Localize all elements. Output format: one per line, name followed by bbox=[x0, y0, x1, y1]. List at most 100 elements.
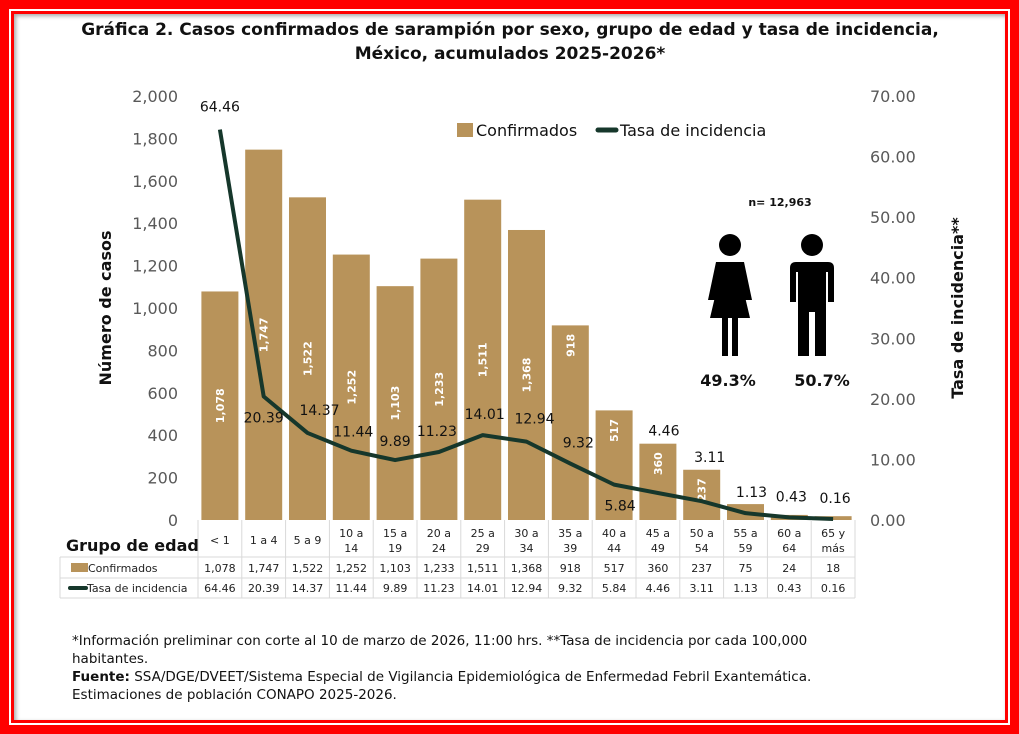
legend-label-tasa: Tasa de incidencia bbox=[619, 121, 766, 140]
source-label: Fuente: bbox=[72, 669, 130, 685]
line-data-label: 20.39 bbox=[244, 410, 284, 426]
y2-tick-label: 70.00 bbox=[870, 87, 916, 106]
bar-data-label: 360 bbox=[652, 452, 665, 475]
table-legend-swatch-confirmados bbox=[71, 563, 88, 572]
category-label: 59 bbox=[739, 542, 753, 555]
bar-data-label: 1,747 bbox=[258, 317, 271, 352]
category-label: 50 a bbox=[690, 527, 714, 540]
sample-size: n= 12,963 bbox=[748, 196, 811, 209]
y2-tick-label: 60.00 bbox=[870, 148, 916, 167]
category-label: 14 bbox=[344, 542, 358, 555]
table-cell-tasa: 64.46 bbox=[204, 582, 236, 595]
category-label: 55 a bbox=[733, 527, 757, 540]
bar bbox=[420, 258, 458, 520]
line-data-label: 9.89 bbox=[380, 434, 411, 450]
category-label: 60 a bbox=[777, 527, 801, 540]
line-data-label: 3.11 bbox=[694, 450, 725, 466]
female-person-icon bbox=[719, 234, 741, 256]
y2-tick-label: 0.00 bbox=[870, 511, 906, 530]
table-cell-confirmados: 1,747 bbox=[248, 562, 280, 575]
bar-data-label: 918 bbox=[564, 334, 577, 357]
line-data-label: 11.23 bbox=[417, 424, 457, 440]
table-cell-confirmados: 24 bbox=[782, 562, 796, 575]
category-label: 65 y bbox=[821, 527, 845, 540]
category-label: 35 a bbox=[558, 527, 582, 540]
bar-data-label: 1,511 bbox=[477, 342, 490, 377]
bar bbox=[245, 149, 283, 521]
category-label: < 1 bbox=[210, 534, 230, 547]
y-tick-label: 0 bbox=[168, 511, 178, 530]
category-label: 45 a bbox=[646, 527, 670, 540]
bar bbox=[508, 229, 545, 520]
y-tick-label: 1,600 bbox=[132, 172, 178, 191]
x-axis-label: Grupo de edad bbox=[66, 536, 199, 555]
bar bbox=[376, 286, 414, 520]
y-tick-label: 1,800 bbox=[132, 129, 178, 148]
female-percentage: 49.3% bbox=[700, 371, 756, 390]
table-cell-tasa: 11.44 bbox=[336, 582, 368, 595]
line-data-label: 5.84 bbox=[605, 499, 636, 515]
table-row-label-tasa: Tasa de incidencia bbox=[86, 582, 188, 595]
y-tick-label: 2,000 bbox=[132, 87, 178, 106]
bar-data-label: 1,368 bbox=[521, 358, 534, 393]
chart-title: Gráfica 2. Casos confirmados de sarampió… bbox=[40, 18, 980, 66]
category-label: 20 a bbox=[427, 527, 451, 540]
y-tick-label: 1,400 bbox=[132, 214, 178, 233]
footnote-preliminary: *Información preliminar con corte al 10 … bbox=[72, 633, 808, 667]
table-cell-tasa: 9.32 bbox=[558, 582, 583, 595]
y2-axis-label: Tasa de incidencia** bbox=[948, 217, 967, 399]
line-data-label: 64.46 bbox=[200, 100, 240, 116]
category-label: 54 bbox=[695, 542, 709, 555]
bar bbox=[595, 410, 633, 520]
table-cell-confirmados: 918 bbox=[560, 562, 581, 575]
y-tick-label: 1,000 bbox=[132, 299, 178, 318]
y-tick-label: 400 bbox=[147, 426, 178, 445]
table-cell-confirmados: 360 bbox=[647, 562, 668, 575]
line-data-label: 0.16 bbox=[820, 491, 851, 507]
y-axis-label: Número de casos bbox=[96, 231, 115, 386]
male-person-icon bbox=[790, 262, 834, 356]
male-person-icon bbox=[801, 234, 823, 256]
category-label: 30 a bbox=[514, 527, 538, 540]
table-cell-tasa: 1.13 bbox=[733, 582, 758, 595]
legend-swatch-confirmados bbox=[457, 123, 473, 137]
bar bbox=[464, 199, 502, 520]
table-cell-confirmados: 1,078 bbox=[204, 562, 236, 575]
table-cell-confirmados: 1,103 bbox=[379, 562, 411, 575]
line-data-label: 12.94 bbox=[514, 412, 554, 428]
bar bbox=[551, 325, 589, 520]
y2-tick-label: 10.00 bbox=[870, 450, 916, 469]
category-label: 19 bbox=[388, 542, 402, 555]
bar-data-label: 517 bbox=[608, 419, 621, 442]
y-tick-label: 600 bbox=[147, 384, 178, 403]
category-label: 40 a bbox=[602, 527, 626, 540]
male-percentage: 50.7% bbox=[794, 371, 850, 390]
bar bbox=[201, 291, 239, 520]
table-cell-tasa: 5.84 bbox=[602, 582, 627, 595]
table-row-label-confirmados: Confirmados bbox=[88, 562, 158, 575]
source-text: SSA/DGE/DVEET/Sistema Especial de Vigila… bbox=[72, 669, 812, 703]
line-data-label: 1.13 bbox=[736, 485, 767, 501]
line-data-label: 14.37 bbox=[299, 403, 339, 419]
table-cell-confirmados: 18 bbox=[826, 562, 840, 575]
bar bbox=[289, 197, 326, 520]
table-cell-tasa: 4.46 bbox=[646, 582, 671, 595]
legend-label-confirmados: Confirmados bbox=[476, 121, 577, 140]
footnote-source: Fuente: SSA/DGE/DVEET/Sistema Especial d… bbox=[72, 668, 872, 704]
y-tick-label: 200 bbox=[147, 469, 178, 488]
category-label: 49 bbox=[651, 542, 665, 555]
table-cell-confirmados: 1,233 bbox=[423, 562, 455, 575]
table-cell-confirmados: 1,522 bbox=[292, 562, 324, 575]
title-line-2: México, acumulados 2025-2026* bbox=[354, 44, 666, 64]
category-label: 24 bbox=[432, 542, 446, 555]
y-tick-label: 800 bbox=[147, 341, 178, 360]
inner-frame bbox=[11, 11, 1008, 723]
table-cell-confirmados: 1,511 bbox=[467, 562, 499, 575]
category-label: 29 bbox=[476, 542, 490, 555]
title-line-1: Gráfica 2. Casos confirmados de sarampió… bbox=[81, 20, 939, 40]
bar bbox=[639, 443, 677, 520]
bar-data-label: 1,252 bbox=[345, 370, 358, 405]
table-cell-tasa: 0.16 bbox=[821, 582, 846, 595]
